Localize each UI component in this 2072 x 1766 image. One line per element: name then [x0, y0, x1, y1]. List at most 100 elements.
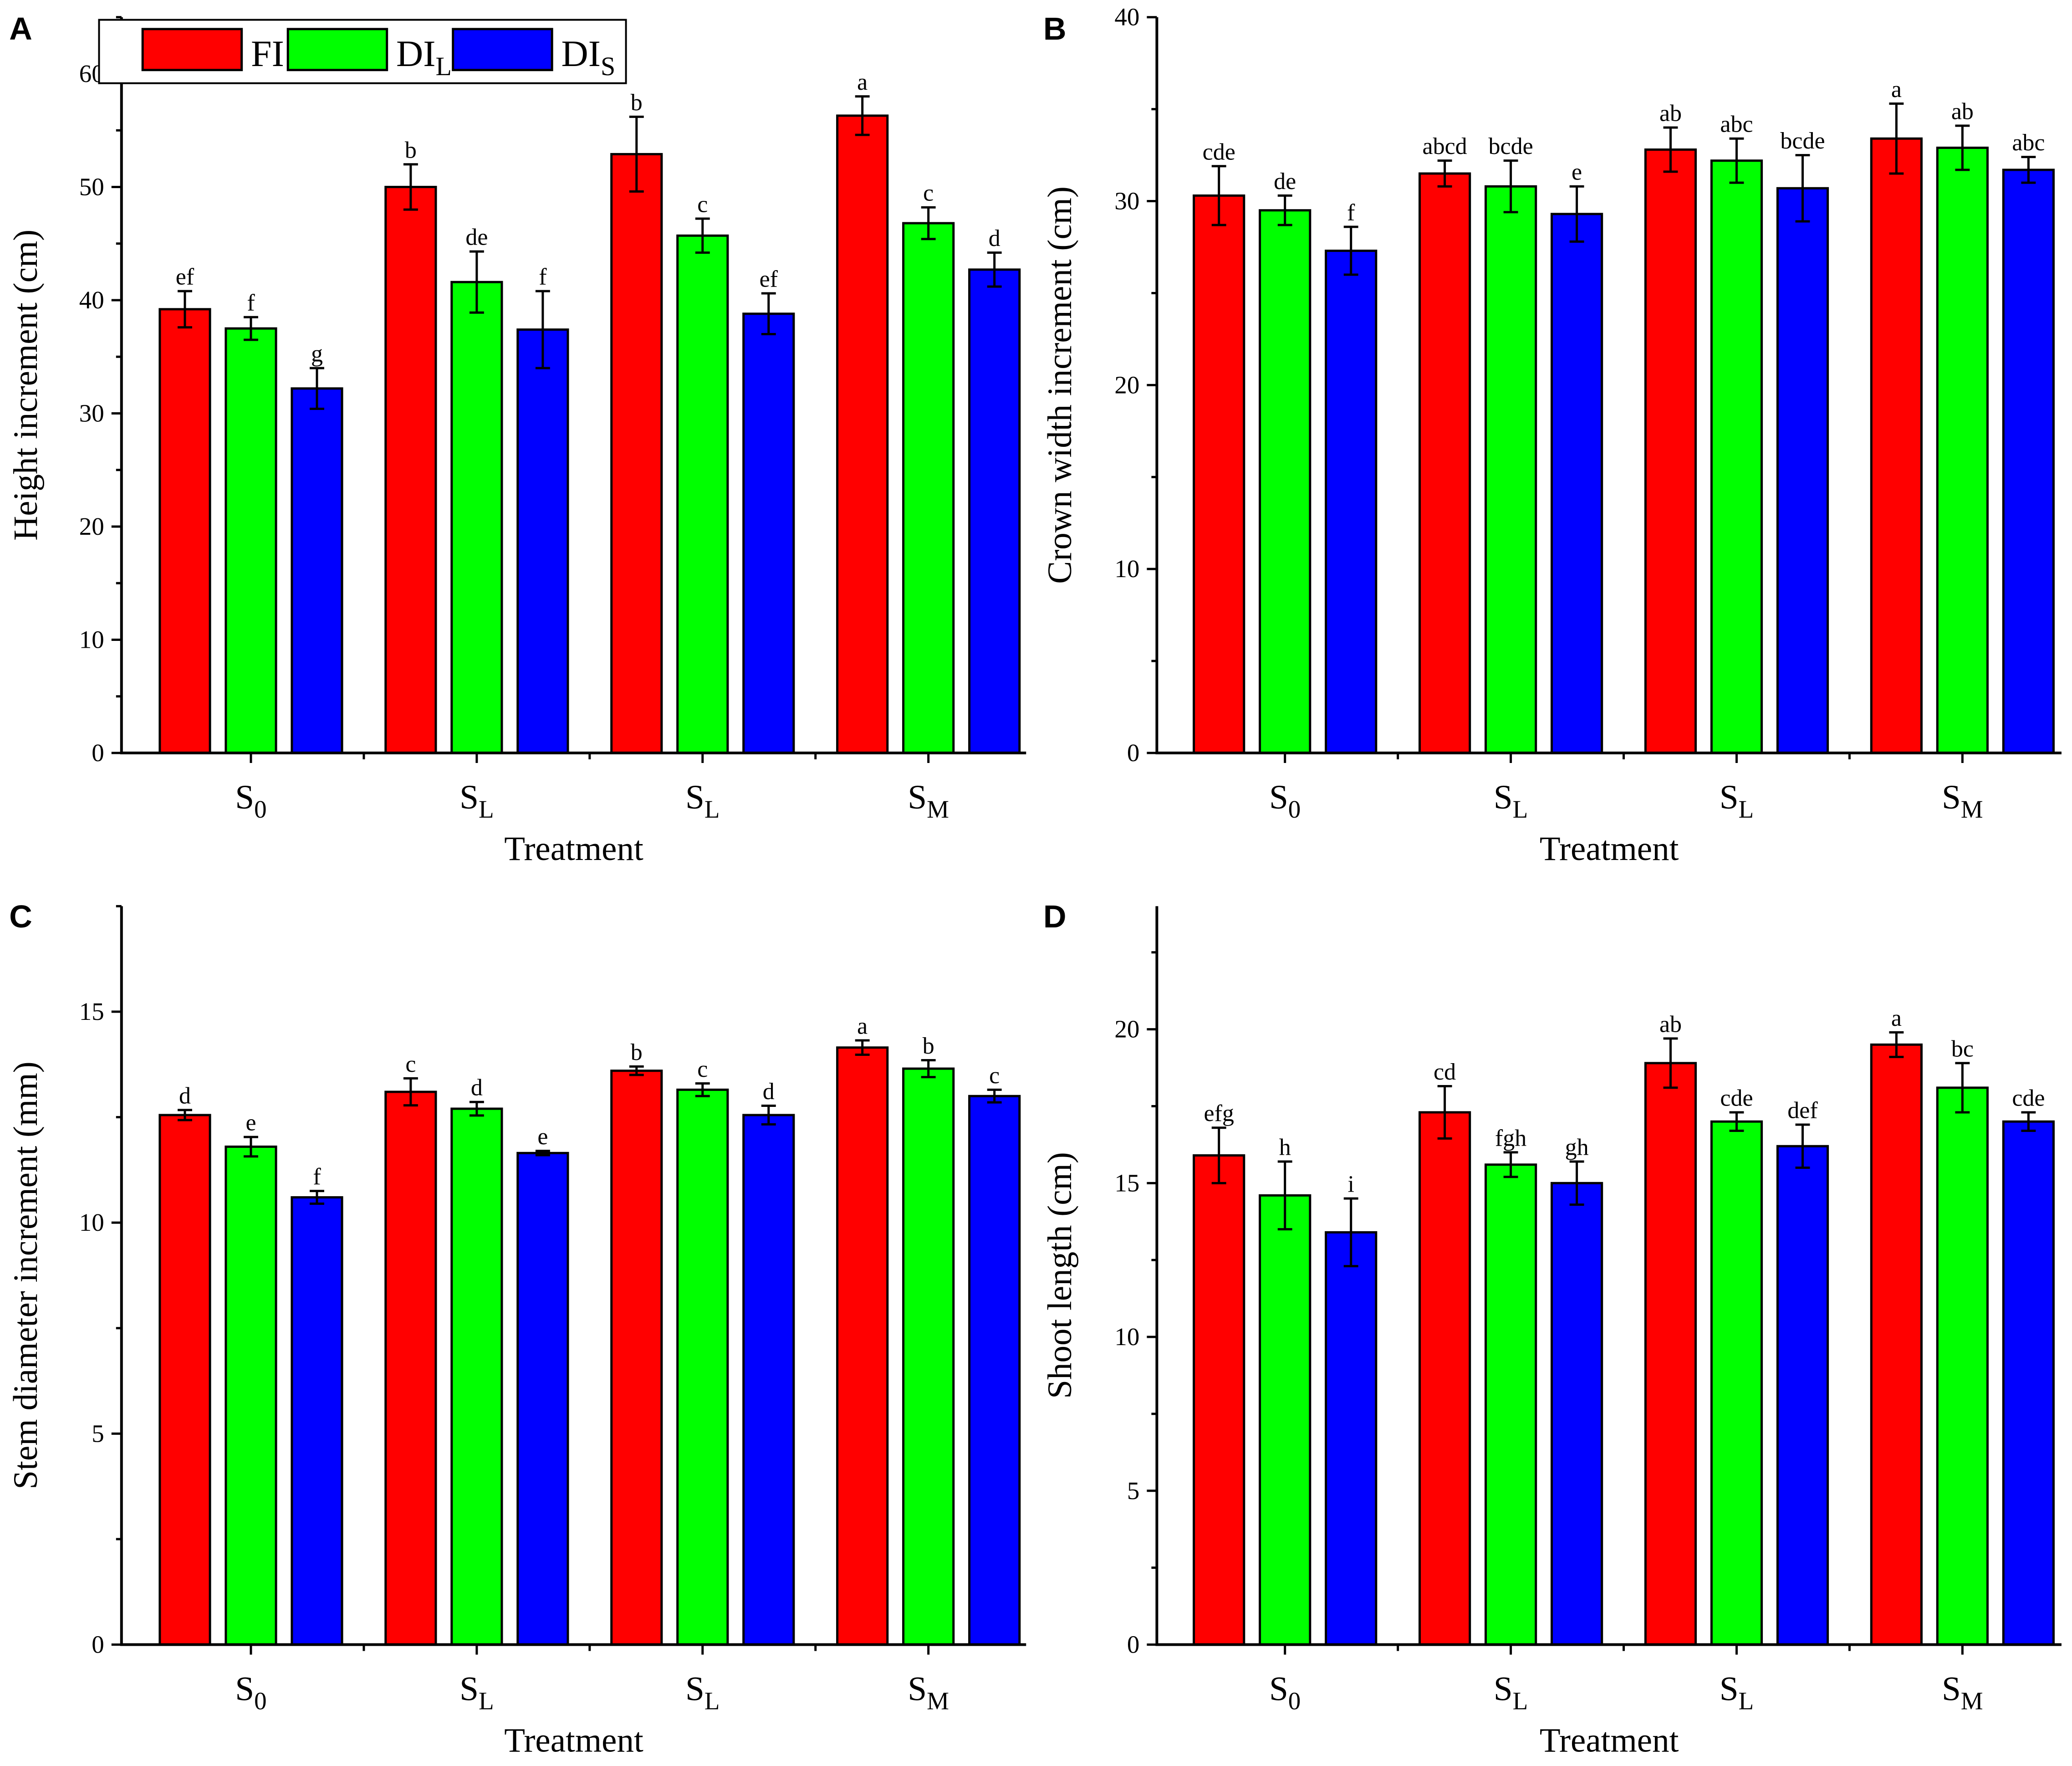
y-axis-label: Stem diameter increment (mm) — [7, 1061, 45, 1489]
significance-letter: cd — [1434, 1059, 1456, 1085]
x-tick-label: SL — [685, 1670, 720, 1715]
error-bar — [921, 206, 936, 241]
error-bar — [987, 251, 1002, 288]
y-tick-label: 0 — [92, 1631, 104, 1659]
y-tick-label: 0 — [1127, 739, 1140, 767]
y-tick-label: 30 — [79, 399, 104, 427]
legend-label: FI — [251, 33, 284, 74]
significance-letter: de — [465, 225, 488, 251]
significance-letter: e — [245, 1110, 256, 1136]
significance-letter: d — [763, 1079, 775, 1105]
y-tick-label: 40 — [1114, 3, 1139, 31]
bar — [836, 1046, 889, 1646]
error-bar — [761, 1105, 776, 1126]
error-bar — [469, 250, 484, 314]
bar — [1325, 250, 1378, 754]
y-tick-label: 0 — [1127, 1631, 1140, 1659]
error-bar — [1889, 1031, 1904, 1058]
legend-swatch — [452, 28, 553, 72]
bar — [1710, 1120, 1763, 1646]
error-bar — [403, 1077, 418, 1107]
significance-letter: d — [989, 225, 1000, 251]
error-bar — [1503, 1151, 1518, 1178]
significance-letter: abc — [1720, 112, 1753, 138]
error-bar — [1795, 154, 1810, 223]
bar — [1259, 1194, 1312, 1646]
x-axis-label: Treatment — [504, 830, 643, 868]
significance-letter: ab — [1659, 100, 1682, 126]
legend-label: DIL — [396, 33, 452, 81]
y-tick-label: 15 — [1114, 1169, 1139, 1197]
significance-letter: c — [989, 1063, 1000, 1089]
error-bar — [695, 217, 710, 254]
y-tick-label: 20 — [1114, 1015, 1139, 1043]
error-bar — [855, 1039, 870, 1056]
bar — [158, 1114, 211, 1646]
significance-letter: cde — [1720, 1085, 1753, 1111]
significance-letter: abc — [2012, 130, 2045, 156]
significance-letter: i — [1347, 1172, 1354, 1198]
significance-letter: cde — [2012, 1085, 2045, 1111]
bar — [291, 1196, 343, 1646]
x-tick-label: SL — [1494, 778, 1528, 823]
bar — [1870, 137, 1923, 754]
error-bar — [855, 95, 870, 136]
bar — [836, 114, 889, 754]
error-bar — [629, 115, 644, 193]
error-bar — [1729, 1111, 1744, 1132]
significance-letter: b — [405, 137, 417, 163]
error-bar — [1437, 159, 1452, 188]
significance-letter: fgh — [1495, 1125, 1526, 1151]
error-bar — [1729, 137, 1744, 184]
bar — [902, 222, 955, 754]
error-bar — [761, 292, 776, 336]
error-bar — [1663, 1037, 1678, 1089]
x-axis-label: Treatment — [1540, 1721, 1679, 1759]
bar — [1193, 1154, 1245, 1646]
y-tick-label: 30 — [1114, 187, 1139, 215]
significance-letter: bc — [1951, 1036, 1974, 1062]
panels: AeffgS0bdefSLbcefSLacdSM0102030405060Tre… — [7, 3, 2062, 1759]
error-bar — [178, 290, 192, 329]
y-tick-label: 0 — [92, 739, 104, 767]
x-tick-label: SL — [1494, 1670, 1528, 1715]
significance-letter: efg — [1204, 1101, 1234, 1126]
significance-letter: f — [1347, 200, 1355, 226]
error-bar — [244, 1136, 258, 1158]
legend-swatch — [286, 28, 388, 72]
bar — [1644, 148, 1697, 754]
bar — [450, 1107, 503, 1646]
y-tick-label: 20 — [1114, 371, 1139, 399]
error-bar — [1277, 1160, 1292, 1231]
x-tick-label: SM — [1942, 778, 1983, 823]
error-bar — [1795, 1123, 1810, 1169]
error-bar — [629, 1065, 644, 1076]
bar — [1485, 1163, 1537, 1646]
significance-letter: def — [1787, 1097, 1818, 1123]
error-bar — [987, 1088, 1002, 1104]
bar — [1710, 159, 1763, 754]
bar — [1936, 1086, 1989, 1646]
error-bar — [469, 1101, 484, 1117]
y-tick-label: 15 — [79, 998, 104, 1025]
bar — [158, 308, 211, 754]
significance-letter: c — [697, 192, 708, 218]
y-tick-label: 40 — [79, 286, 104, 314]
error-bar — [1663, 126, 1678, 173]
bar — [610, 153, 663, 754]
significance-letter: bcde — [1489, 133, 1533, 159]
bar — [450, 281, 503, 754]
significance-letter: e — [1572, 159, 1582, 185]
significance-letter: cde — [1203, 139, 1235, 165]
significance-letter: gh — [1565, 1135, 1589, 1161]
error-bar — [1889, 102, 1904, 175]
y-tick-label: 10 — [1114, 555, 1139, 583]
significance-letter: de — [1274, 169, 1296, 195]
error-bar — [1277, 194, 1292, 226]
bar — [1776, 1145, 1829, 1646]
error-bar — [2021, 156, 2036, 184]
y-tick-label: 10 — [79, 1208, 104, 1236]
error-bar — [1437, 1085, 1452, 1140]
error-bar — [1569, 185, 1584, 243]
bar — [1551, 1182, 1603, 1646]
